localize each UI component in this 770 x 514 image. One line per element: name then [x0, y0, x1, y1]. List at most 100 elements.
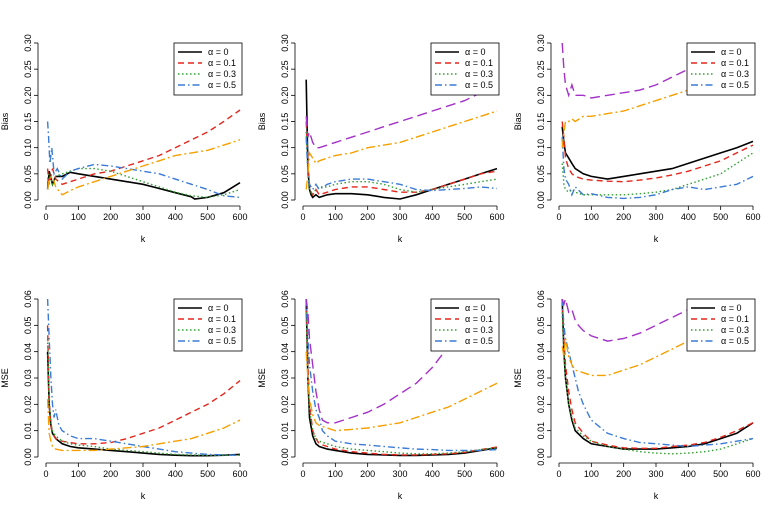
- series-line-unlabeled-5: [305, 84, 498, 149]
- y-tick-label: 0.06: [23, 290, 33, 308]
- y-tick-label: 0.20: [23, 87, 33, 105]
- y-tick-label: 0.15: [536, 113, 546, 131]
- x-tick-label: 600: [745, 469, 760, 479]
- x-tick-label: 100: [584, 469, 599, 479]
- series-line--0-1: [46, 325, 241, 445]
- y-tick-label: 0.06: [280, 290, 290, 308]
- y-tick-label: 0.00: [23, 191, 33, 209]
- y-axis-label: MSE: [513, 368, 523, 388]
- series-line--0-5: [561, 299, 754, 448]
- chart-panel-bias-3: 0 100 200 300 400 500 600 k 0.00 0.05 0.10 0.15 0.20…: [513, 34, 761, 244]
- x-tick-label: 400: [681, 212, 696, 222]
- legend-label: α = 0.5: [721, 80, 749, 90]
- legend-label: α = 0.1: [208, 314, 236, 324]
- legend: α = 0α = 0.1α = 0.3α = 0.5: [686, 298, 756, 352]
- legend-label: α = 0.3: [465, 325, 493, 335]
- x-tick-label: 200: [616, 212, 631, 222]
- x-tick-label: 0: [556, 212, 561, 222]
- x-tick-label: 200: [103, 469, 118, 479]
- legend-label: α = 0.5: [208, 80, 236, 90]
- x-tick-label: 600: [489, 469, 504, 479]
- legend-label: α = 0.3: [208, 325, 236, 335]
- y-tick-label: 0.25: [23, 60, 33, 78]
- y-tick-label: 0.02: [23, 396, 33, 414]
- x-tick-label: 100: [71, 469, 86, 479]
- x-tick-label: 100: [584, 212, 599, 222]
- series-line-unlabeled-5: [561, 299, 707, 342]
- y-tick-label: 0.05: [280, 317, 290, 335]
- series-line--0-1: [305, 121, 498, 197]
- x-tick-label: 200: [360, 212, 375, 222]
- legend-label: α = 0.3: [465, 69, 493, 79]
- y-tick-label: 0.05: [23, 165, 33, 183]
- series-line--0: [561, 299, 754, 450]
- x-tick-label: 100: [71, 212, 86, 222]
- y-tick-label: 0.05: [23, 317, 33, 335]
- series-group: [305, 79, 498, 200]
- series-line--0-5: [46, 299, 241, 456]
- legend-label: α = 0.1: [721, 58, 749, 68]
- x-tick-label: 0: [300, 212, 305, 222]
- series-line--0-3: [305, 312, 498, 455]
- series-line--0: [305, 79, 498, 200]
- x-tick-label: 300: [648, 469, 663, 479]
- chart-panel-mse-2: 0 100 200 300 400 500 600 k 0.00 0.01 0.02 0.03 0.04…: [257, 290, 505, 501]
- y-tick-label: 0.00: [536, 448, 546, 466]
- legend-label: α = 0.3: [721, 69, 749, 79]
- legend: α = 0α = 0.1α = 0.3α = 0.5: [173, 42, 243, 96]
- x-tick-label: 0: [556, 469, 561, 479]
- y-tick-label: 0.10: [23, 139, 33, 157]
- legend-label: α = 0.5: [465, 80, 493, 90]
- x-tick-label: 500: [457, 212, 472, 222]
- x-axis-label: k: [398, 491, 403, 501]
- series-line--0: [46, 171, 241, 200]
- legend-box: [173, 42, 243, 96]
- y-tick-label: 0.06: [536, 290, 546, 308]
- x-tick-label: 0: [43, 212, 48, 222]
- x-axis-label: k: [398, 234, 403, 244]
- x-axis-label: k: [654, 491, 659, 501]
- x-tick-label: 0: [43, 469, 48, 479]
- series-line--0: [46, 351, 241, 457]
- series-line--0-1: [46, 109, 241, 186]
- y-tick-label: 0.25: [280, 60, 290, 78]
- legend: α = 0α = 0.1α = 0.3α = 0.5: [430, 298, 500, 352]
- x-tick-label: 300: [135, 469, 150, 479]
- y-tick-label: 0.02: [280, 396, 290, 414]
- x-tick-label: 300: [392, 212, 407, 222]
- y-tick-label: 0.30: [536, 34, 546, 52]
- series-line--0-1: [561, 121, 754, 183]
- x-tick-label: 300: [648, 212, 663, 222]
- legend-label: α = 0.3: [721, 325, 749, 335]
- x-tick-label: 400: [425, 212, 440, 222]
- y-tick-label: 0.03: [536, 369, 546, 387]
- y-axis-label: MSE: [0, 368, 10, 388]
- y-tick-label: 0.30: [23, 34, 33, 52]
- legend: α = 0α = 0.1α = 0.3α = 0.5: [686, 42, 756, 96]
- chart-panel-mse-3: 0 100 200 300 400 500 600 k 0.00 0.01 0.02 0.03 0.04…: [513, 290, 761, 501]
- series-line-unlabeled-4: [305, 110, 498, 190]
- y-tick-label: 0.10: [280, 139, 290, 157]
- series-line-unlabeled-4: [46, 139, 241, 196]
- x-tick-label: 300: [135, 212, 150, 222]
- y-axis-label: Bias: [257, 112, 267, 130]
- legend-label: α = 0.1: [465, 58, 493, 68]
- legend-label: α = 0.5: [465, 336, 493, 346]
- y-tick-label: 0.01: [536, 422, 546, 440]
- series-line--0: [561, 126, 754, 180]
- y-tick-label: 0.20: [280, 87, 290, 105]
- legend-label: α = 0: [208, 303, 228, 313]
- x-tick-label: 600: [489, 212, 504, 222]
- y-tick-label: 0.05: [536, 165, 546, 183]
- series-line--0: [305, 299, 498, 457]
- legend-label: α = 0: [208, 47, 228, 57]
- x-tick-label: 600: [232, 212, 247, 222]
- legend-label: α = 0.5: [208, 336, 236, 346]
- chart-panel-bias-2: 0 100 200 300 400 500 600 k 0.00 0.05 0.10 0.15 0.20…: [257, 34, 505, 244]
- y-tick-label: 0.04: [536, 343, 546, 361]
- y-tick-label: 0.04: [280, 343, 290, 361]
- y-tick-label: 0.01: [23, 422, 33, 440]
- x-tick-label: 400: [168, 212, 183, 222]
- x-tick-label: 200: [360, 469, 375, 479]
